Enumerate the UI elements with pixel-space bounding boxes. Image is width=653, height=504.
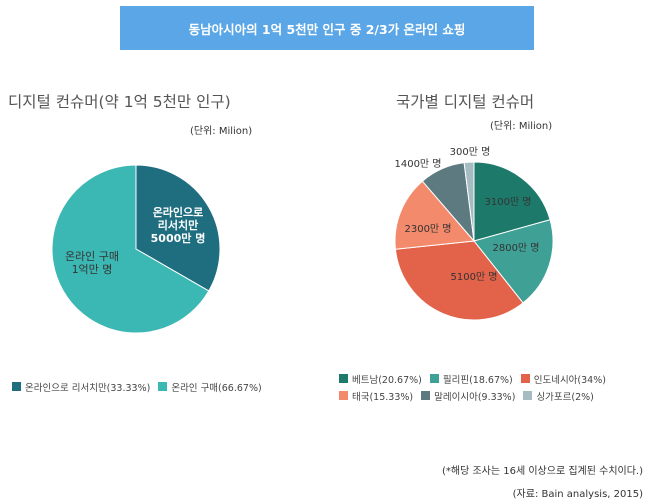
legend-item: 온라인으로 리서치만(33.33%) [12,380,150,394]
legend-label: 온라인으로 리서치만(33.33%) [25,382,151,394]
slice-label: 2800만 명 [492,242,539,254]
unit-label-left: (단위: Milion) [190,126,253,137]
legend-item: 인도네시아(34%) [520,372,606,386]
pie-slice [394,180,476,250]
legend-item: 온라인 구매(66.67%) [158,380,262,394]
source-note: (자료: Bain analysis, 2015) [512,489,643,500]
survey-note: (*해당 조사는 16세 이상으로 집계된 수치이다.) [442,466,643,477]
legend-label: 필리핀(18.67%) [442,374,513,386]
legend-label: 온라인 구매(66.67%) [171,382,262,394]
unit-label-right: (단위: Milion) [490,121,553,132]
chart-title-left: 디지털 컨슈머(약 1억 5천만 인구) [8,93,231,111]
legend-swatch [158,382,168,391]
slice-label: 3100만 명 [484,196,531,208]
legend-item: 필리핀(18.67%) [429,372,513,386]
legend-label: 태국(15.33%) [352,391,414,403]
legend-left: 온라인으로 리서치만(33.33%) 온라인 구매(66.67%) [12,378,270,395]
legend-swatch [520,374,530,383]
legend-label: 베트남(20.67%) [352,374,422,386]
slice-label: 300만 명 [450,146,491,158]
slice-label: 2300만 명 [404,223,451,235]
legend-item: 태국(15.33%) [339,389,413,403]
pie-slice [463,161,475,242]
legend-item: 말레이시아(9.33%) [421,389,515,403]
chart-title-right: 국가별 디지털 컨슈머 [396,93,535,111]
legend-right: 베트남(20.67%) 필리핀(18.67%) 인도네시아(34%) 태국(15… [339,370,614,404]
legend-label: 싱가포르(2%) [536,391,594,403]
slice-label: 온라인 구매 1억만 명 [65,250,119,276]
legend-item: 베트남(20.67%) [339,372,422,386]
pie-slice [135,164,221,292]
legend-swatch [429,374,439,383]
legend-swatch [339,391,348,400]
pie-slice [473,219,554,304]
legend-item: 싱가포르(2%) [523,389,594,403]
slice-label: 1400만 명 [394,158,441,170]
pie-slice [51,164,210,334]
banner-title: 동남아시아의 1억 5천만 인구 중 2/3가 온라인 쇼핑 [188,21,466,37]
legend-swatch [421,391,431,400]
page-banner: 동남아시아의 1억 5천만 인구 중 2/3가 온라인 쇼핑 [120,6,534,50]
legend-swatch [339,374,348,383]
legend-label: 말레이시아(9.33%) [434,391,516,403]
pie-slice [473,161,551,242]
slice-label: 5100만 명 [450,271,497,283]
legend-label: 인도네시아(34%) [533,374,606,386]
legend-swatch [12,382,21,391]
legend-swatch [523,391,533,400]
pie-slice [394,240,524,321]
slice-label: 온라인으로 리서치만 5000만 명 [151,205,206,245]
